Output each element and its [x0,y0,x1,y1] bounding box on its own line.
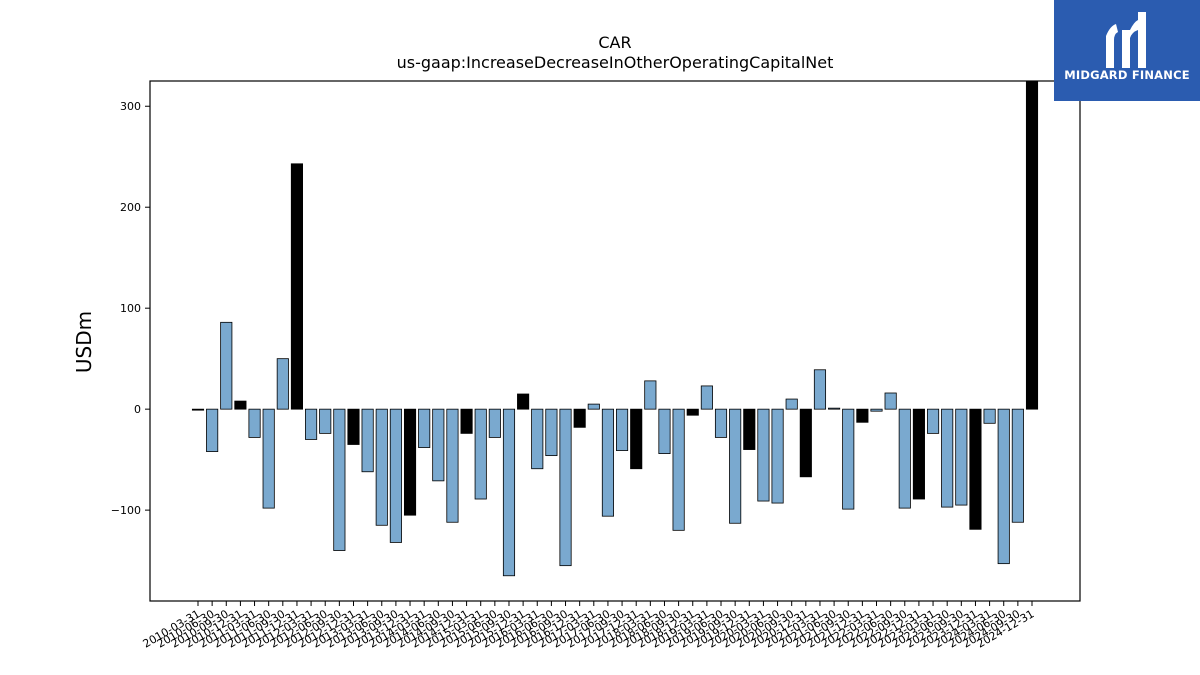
bar-2024-06-30 [997,408,1010,565]
y-tick-label: 0 [134,403,141,416]
bar-2024-12-31 [1025,80,1039,410]
bar-2024-09-30 [1011,408,1024,523]
bar-2019-09-30 [729,408,742,524]
bar-2011-09-30 [276,358,289,410]
bar-2012-06-30 [319,408,332,434]
bar-2018-09-30 [672,408,685,531]
bars-group [191,80,1039,577]
bar-2020-06-30 [771,408,784,504]
bar-2019-12-31 [743,408,756,450]
bar-2014-12-31 [460,408,473,434]
bar-2011-06-30 [262,408,275,509]
bar-2023-06-30 [941,408,954,508]
chart-title: CAR [598,33,631,52]
bar-2023-03-31 [927,408,940,434]
bar-2014-03-31 [418,408,431,448]
bar-2019-06-30 [714,408,728,438]
bar-2011-03-31 [248,408,261,438]
bar-2017-03-31 [587,403,600,410]
bar-2020-03-31 [757,408,770,502]
y-tick-label: 200 [120,201,141,214]
bar-2010-06-30 [206,408,219,452]
bar-2013-12-31 [403,408,417,516]
bar-2024-03-31 [983,408,996,424]
bar-2021-03-31 [813,369,827,410]
bar-2017-12-31 [630,408,643,470]
bar-2012-09-30 [333,408,346,551]
logo-text: MIDGARD FINANCE [1064,68,1190,82]
bar-2010-12-31 [234,400,247,410]
bar-2022-12-31 [912,408,925,500]
bar-2021-09-30 [842,408,855,510]
y-tick-label: −100 [111,504,141,517]
bar-2018-06-30 [658,408,671,454]
y-tick-label: 100 [120,302,141,315]
y-tick-label: 300 [120,100,141,113]
bar-2016-03-31 [531,408,544,470]
bar-2021-12-31 [856,408,869,423]
bar-2013-03-31 [361,408,374,473]
y-axis-label: USDm [72,311,96,373]
bar-2015-06-30 [488,408,501,438]
bar-2015-03-31 [474,408,487,500]
bar-2015-09-30 [502,408,516,577]
bar-2016-09-30 [559,408,572,567]
bar-2012-12-31 [347,408,360,445]
plot-frame [149,80,1081,602]
bar-2022-03-31 [870,408,883,412]
bar-2021-06-30 [828,407,841,410]
bar-2014-06-30 [432,408,445,482]
y-axis-ticks: −100 0 100 200 300 [111,100,150,517]
bar-2012-03-31 [305,408,318,440]
company-logo: MIDGARD FINANCE [1054,0,1200,101]
bar-2023-09-30 [955,408,968,506]
bar-2022-06-30 [884,392,897,410]
bar-2017-06-30 [601,408,614,517]
bar-2020-12-31 [799,408,812,478]
bar-2010-09-30 [220,321,233,410]
bar-2013-09-30 [389,408,402,543]
bar-2020-09-30 [785,398,798,410]
bar-2019-03-31 [700,385,713,410]
bar-2017-09-30 [616,408,629,451]
x-axis-ticks: 2010-03-312010-06-302010-09-302010-12-31… [141,601,1037,651]
bar-2010-03-31 [191,408,205,411]
bar-2014-09-30 [446,408,459,523]
chart-subtitle: us-gaap:IncreaseDecreaseInOtherOperating… [397,53,834,72]
bar-2018-12-31 [686,408,699,416]
logo-mark-icon [1106,12,1146,68]
bar-2016-06-30 [545,408,558,457]
bar-2016-12-31 [573,408,586,428]
bar-2011-12-31 [290,163,304,410]
bar-2013-06-30 [375,408,388,526]
bar-2023-12-31 [969,408,982,530]
bar-2022-09-30 [898,408,911,509]
bar-2015-12-31 [517,393,530,410]
bar-2018-03-31 [644,380,657,410]
